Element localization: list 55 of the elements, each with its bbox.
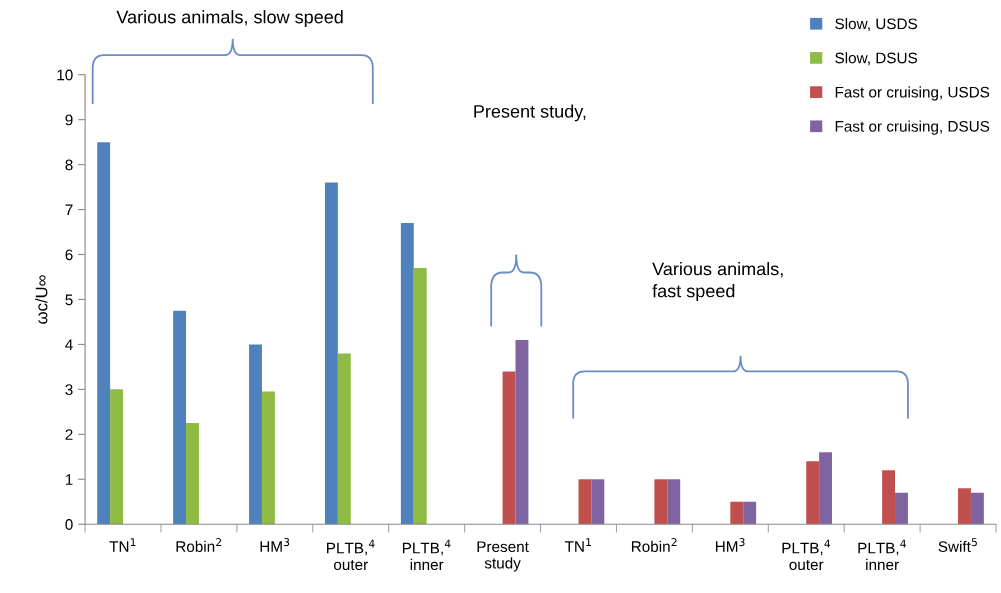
x-tick-label: PLTB,$^{4}$ outer <box>327 539 375 571</box>
y-tick-label: 6 <box>65 249 73 261</box>
bar <box>400 223 414 525</box>
bar <box>110 389 124 525</box>
bar <box>97 142 111 525</box>
x-tick-label: TN$^{1}$ <box>564 538 591 552</box>
legend-label: Fast or cruising, USDS <box>835 86 990 101</box>
y-tick-label: 2 <box>65 429 73 440</box>
bar <box>413 268 427 525</box>
annotation: Present study, <box>474 104 586 122</box>
bar <box>578 479 592 525</box>
bar <box>882 470 896 525</box>
bar <box>249 344 262 525</box>
bar <box>958 488 971 525</box>
bar <box>515 339 529 525</box>
x-tick-label: Swift$^{5}$ <box>938 538 977 552</box>
y-tick-label: 10 <box>57 69 73 81</box>
bar <box>186 423 199 525</box>
bar <box>261 391 275 525</box>
x-tick-label: PLTB,$^{4}$ inner <box>858 539 906 571</box>
legend-label: Slow, DSUS <box>835 52 918 66</box>
y-tick-label: 8 <box>65 159 73 171</box>
x-tick-label: HM$^{3}$ <box>715 538 745 552</box>
y-tick-label: 4 <box>65 339 73 350</box>
bar <box>654 479 668 525</box>
bar <box>970 492 984 525</box>
x-tick-label: TN$^{1}$ <box>109 538 136 552</box>
x-tick-label: Robin$^{2}$ <box>631 538 677 552</box>
y-tick-label: 3 <box>65 384 73 396</box>
bar <box>819 452 833 525</box>
bar <box>337 353 351 525</box>
y-tick-label: 0 <box>65 519 73 530</box>
bar <box>591 479 605 525</box>
text: Various animals, slow speed <box>116 10 343 27</box>
bar <box>806 461 820 525</box>
x-tick-label: PLTB,$^{4}$ inner <box>402 539 451 571</box>
bar <box>730 501 744 525</box>
bar <box>667 479 681 525</box>
y-tick-label: 1 <box>65 474 73 485</box>
legend-label: Fast or cruising, DSUS <box>835 120 990 135</box>
x-tick-label: Present study <box>477 541 529 572</box>
bar <box>743 501 757 525</box>
annotation: Various animals, fast speed <box>652 262 783 301</box>
bar <box>502 371 516 525</box>
bar <box>324 182 338 525</box>
y-tick-label: 7 <box>65 204 73 216</box>
x-tick-label: PLTB,$^{4}$ outer <box>782 539 831 571</box>
legend-label: Slow, USDS <box>835 17 918 32</box>
x-tick-label: HM$^{3}$ <box>260 538 290 552</box>
y-axis-title: ωc/U∞ <box>35 275 48 324</box>
y-tick-label: 9 <box>65 114 73 126</box>
y-tick-label: 5 <box>65 294 73 306</box>
x-tick-label: Robin$^{2}$ <box>176 538 222 552</box>
bar <box>895 492 908 525</box>
bar <box>173 310 187 525</box>
